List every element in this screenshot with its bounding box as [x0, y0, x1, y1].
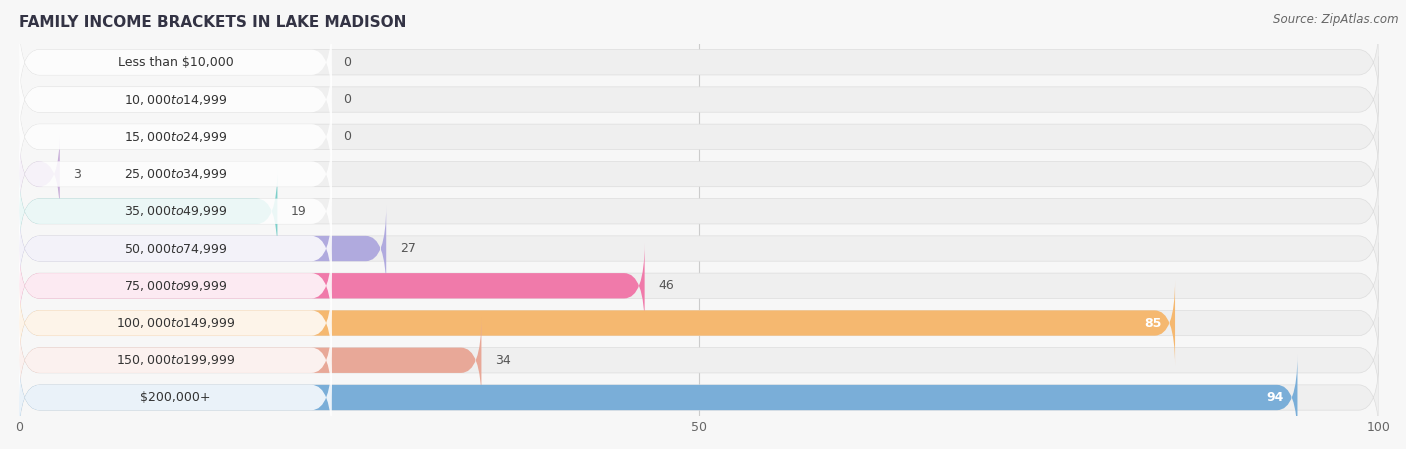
- FancyBboxPatch shape: [20, 131, 332, 217]
- FancyBboxPatch shape: [20, 280, 1175, 366]
- FancyBboxPatch shape: [20, 56, 332, 143]
- Text: 3: 3: [73, 167, 82, 180]
- FancyBboxPatch shape: [20, 205, 1379, 292]
- Text: $100,000 to $149,999: $100,000 to $149,999: [115, 316, 235, 330]
- FancyBboxPatch shape: [20, 131, 1379, 217]
- Text: $10,000 to $14,999: $10,000 to $14,999: [124, 92, 228, 106]
- FancyBboxPatch shape: [20, 317, 481, 404]
- FancyBboxPatch shape: [20, 317, 1379, 404]
- Text: 27: 27: [399, 242, 416, 255]
- Text: Source: ZipAtlas.com: Source: ZipAtlas.com: [1274, 13, 1399, 26]
- FancyBboxPatch shape: [20, 168, 277, 255]
- FancyBboxPatch shape: [20, 168, 1379, 255]
- Text: 34: 34: [495, 354, 510, 367]
- FancyBboxPatch shape: [20, 19, 1379, 106]
- Text: $50,000 to $74,999: $50,000 to $74,999: [124, 242, 228, 255]
- FancyBboxPatch shape: [20, 56, 1379, 143]
- FancyBboxPatch shape: [20, 354, 1379, 441]
- FancyBboxPatch shape: [20, 131, 60, 217]
- FancyBboxPatch shape: [20, 93, 1379, 180]
- Text: $75,000 to $99,999: $75,000 to $99,999: [124, 279, 228, 293]
- Text: $150,000 to $199,999: $150,000 to $199,999: [115, 353, 235, 367]
- FancyBboxPatch shape: [20, 242, 644, 329]
- FancyBboxPatch shape: [20, 280, 332, 366]
- Text: 94: 94: [1267, 391, 1284, 404]
- Text: 19: 19: [291, 205, 307, 218]
- FancyBboxPatch shape: [20, 317, 332, 404]
- Text: $200,000+: $200,000+: [141, 391, 211, 404]
- Text: 85: 85: [1144, 317, 1161, 330]
- Text: FAMILY INCOME BRACKETS IN LAKE MADISON: FAMILY INCOME BRACKETS IN LAKE MADISON: [20, 15, 406, 30]
- FancyBboxPatch shape: [20, 93, 332, 180]
- FancyBboxPatch shape: [20, 280, 1379, 366]
- FancyBboxPatch shape: [20, 354, 332, 441]
- FancyBboxPatch shape: [20, 19, 332, 106]
- FancyBboxPatch shape: [20, 354, 1298, 441]
- Text: 0: 0: [343, 93, 350, 106]
- Text: $25,000 to $34,999: $25,000 to $34,999: [124, 167, 228, 181]
- FancyBboxPatch shape: [20, 205, 332, 292]
- Text: $15,000 to $24,999: $15,000 to $24,999: [124, 130, 228, 144]
- FancyBboxPatch shape: [20, 242, 332, 329]
- Text: $35,000 to $49,999: $35,000 to $49,999: [124, 204, 228, 218]
- FancyBboxPatch shape: [20, 168, 332, 255]
- Text: 0: 0: [343, 130, 350, 143]
- Text: Less than $10,000: Less than $10,000: [118, 56, 233, 69]
- Text: 46: 46: [658, 279, 673, 292]
- Text: 0: 0: [343, 56, 350, 69]
- FancyBboxPatch shape: [20, 242, 1379, 329]
- FancyBboxPatch shape: [20, 205, 387, 292]
